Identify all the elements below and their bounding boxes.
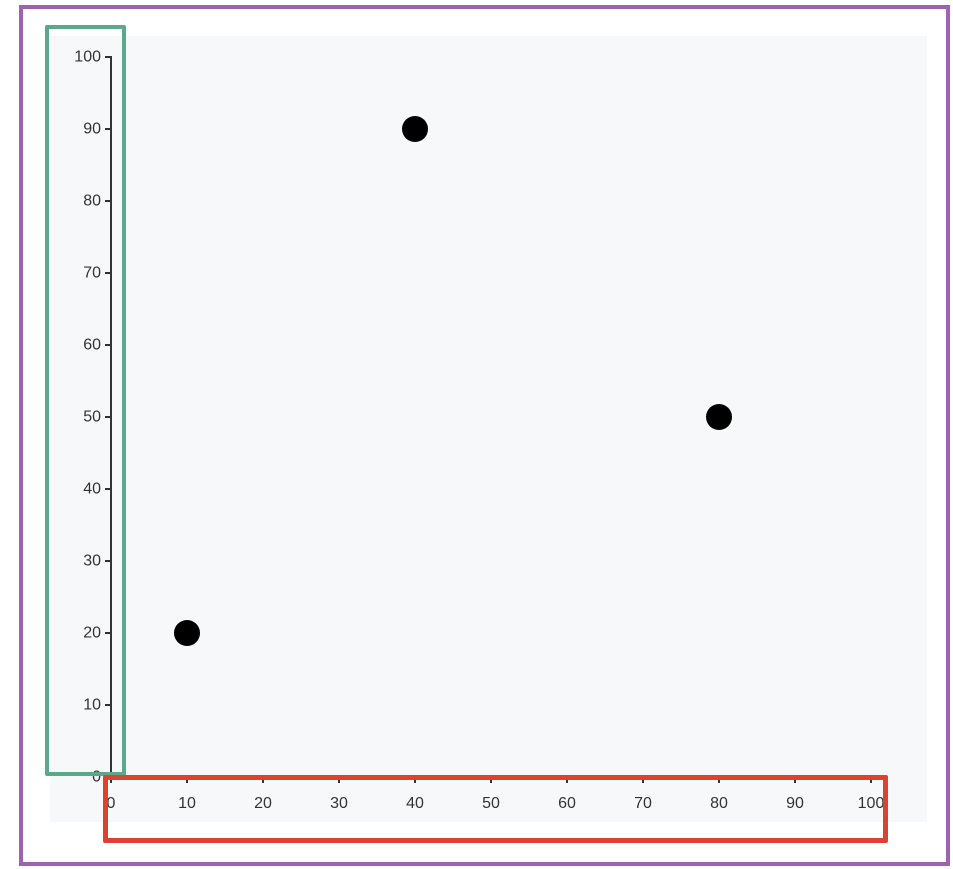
y-tick-label-20: 20 <box>83 625 101 642</box>
chart-outer-highlight-box <box>19 5 950 866</box>
x-axis-highlight-box <box>103 775 888 843</box>
y-tick-label-90: 90 <box>83 121 101 138</box>
x-tick-label-40: 40 <box>406 795 424 812</box>
x-tick-label-30: 30 <box>330 795 348 812</box>
x-tick-label-50: 50 <box>482 795 500 812</box>
x-tick-label-0: 0 <box>107 795 116 812</box>
y-tick-label-30: 30 <box>83 553 101 570</box>
x-tick-label-70: 70 <box>634 795 652 812</box>
y-axis-highlight-box <box>45 25 126 776</box>
x-tick-label-10: 10 <box>178 795 196 812</box>
x-tick-label-90: 90 <box>786 795 804 812</box>
y-tick-label-50: 50 <box>83 409 101 426</box>
y-tick-label-70: 70 <box>83 265 101 282</box>
data-point-3 <box>706 404 732 430</box>
x-tick-label-20: 20 <box>254 795 272 812</box>
x-tick-label-100: 100 <box>858 795 885 812</box>
x-tick-label-60: 60 <box>558 795 576 812</box>
plot-area-background <box>50 36 927 822</box>
y-tick-label-40: 40 <box>83 481 101 498</box>
data-point-2 <box>402 116 428 142</box>
y-tick-label-100: 100 <box>74 49 101 66</box>
y-tick-label-0: 0 <box>92 769 101 786</box>
y-tick-label-60: 60 <box>83 337 101 354</box>
y-tick-label-80: 80 <box>83 193 101 210</box>
y-tick-label-10: 10 <box>83 697 101 714</box>
data-point-1 <box>174 620 200 646</box>
x-tick-label-80: 80 <box>710 795 728 812</box>
